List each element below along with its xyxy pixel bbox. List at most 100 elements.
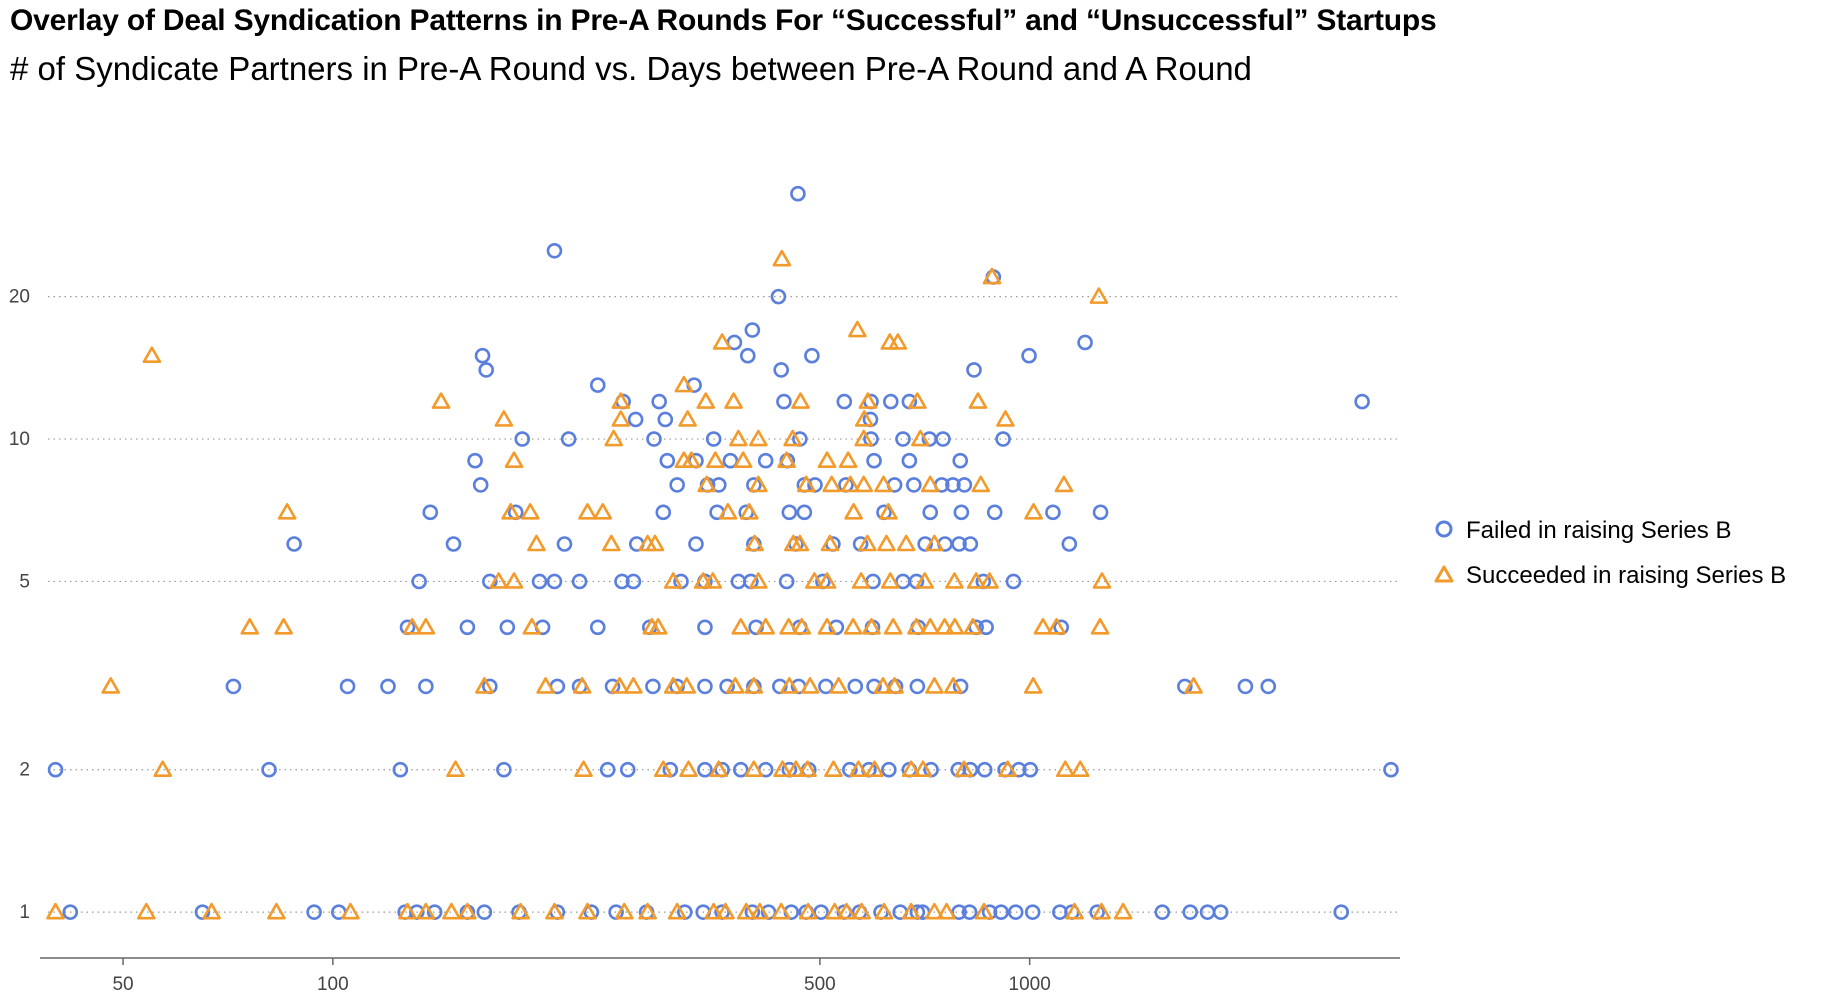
point-succeeded [848,320,867,338]
point-failed [1021,347,1037,364]
point-failed [546,573,563,590]
chart-subtitle: # of Syndicate Partners in Pre-A Round v… [10,50,1252,87]
point-succeeded [1092,572,1112,589]
point-failed [339,678,356,695]
point-succeeded [968,392,988,409]
point-failed [422,504,439,521]
x-tick-label: 50 [112,974,133,995]
point-succeeded [879,503,898,520]
point-succeeded [704,902,723,920]
point-succeeded [805,572,824,589]
point-succeeded [820,534,840,552]
series-failed [47,185,1399,920]
point-failed [619,761,636,778]
point-succeeded [901,760,921,778]
point-failed [467,452,483,469]
point-failed [261,761,277,778]
point-failed [472,477,489,493]
point-succeeded [777,451,796,468]
point-failed [571,573,588,590]
point-succeeded [696,392,716,409]
point-failed [978,619,994,636]
point-failed [531,573,548,590]
point-failed [952,452,969,469]
point-succeeded [779,618,798,635]
point-failed [614,573,630,590]
point-failed [514,431,531,447]
point-failed [866,452,882,469]
point-succeeded [901,902,921,920]
point-succeeded [638,902,657,920]
point-succeeded [602,534,621,552]
axes [40,957,1400,965]
point-failed [646,431,662,447]
point-failed [392,761,409,778]
point-failed [1333,904,1350,920]
point-succeeded [615,902,634,920]
point-failed [961,904,978,920]
point-failed [922,504,939,521]
point-succeeded [980,572,999,589]
point-failed [1045,504,1061,521]
point-succeeded [501,503,521,520]
point-failed [730,573,747,590]
point-failed [1007,904,1024,920]
point-succeeded [935,618,954,635]
point-succeeded [974,902,994,920]
point-succeeded [749,429,768,447]
point-succeeded [677,677,697,694]
point-succeeded [604,429,624,447]
legend: Failed in raising Series B Succeeded in … [1434,517,1786,589]
point-failed [659,452,676,469]
point-failed [790,185,806,202]
point-succeeded [729,429,748,447]
point-failed [906,477,922,493]
point-failed [796,504,813,521]
point-succeeded [873,677,893,694]
y-tick-label: 5 [19,571,30,592]
point-succeeded [844,503,863,520]
point-failed [748,619,764,636]
point-succeeded [920,475,940,493]
legend-label-failed: Failed in raising Series B [1466,517,1731,544]
point-succeeded [849,760,868,778]
point-succeeded [202,902,221,920]
point-failed [773,362,789,378]
point-succeeded [1024,503,1043,520]
point-succeeded [663,572,683,589]
point-failed [882,393,899,410]
point-succeeded [277,503,297,520]
point-succeeded [137,902,156,920]
point-failed [732,761,749,778]
point-succeeded [240,618,260,635]
point-failed [599,761,616,778]
point-succeeded [841,475,860,493]
point-succeeded [998,760,1017,778]
series-succeeded [46,249,1203,920]
point-succeeded [522,618,542,635]
point-succeeded [706,451,725,468]
point-failed [818,678,834,695]
point-failed [589,619,606,636]
point-failed [813,904,829,920]
point-failed [546,242,563,259]
point-failed [697,619,713,636]
tick-labels: 1 2 5 10 20 50 100 500 1000 [9,287,1051,995]
point-succeeded [153,760,173,778]
point-succeeded [744,760,764,778]
point-succeeded [718,503,738,520]
point-succeeded [536,677,555,694]
point-succeeded [446,760,465,778]
point-failed [781,504,798,521]
point-failed [655,504,672,521]
point-succeeded [896,534,916,552]
point-succeeded [798,760,817,778]
point-failed [986,504,1003,521]
point-succeeded [574,760,593,778]
chart-title: Overlay of Deal Syndication Patterns in … [10,4,1437,37]
point-failed [770,288,787,305]
point-succeeded [693,572,713,589]
point-succeeded [578,902,597,920]
point-succeeded [1023,677,1043,694]
point-succeeded [624,677,643,694]
